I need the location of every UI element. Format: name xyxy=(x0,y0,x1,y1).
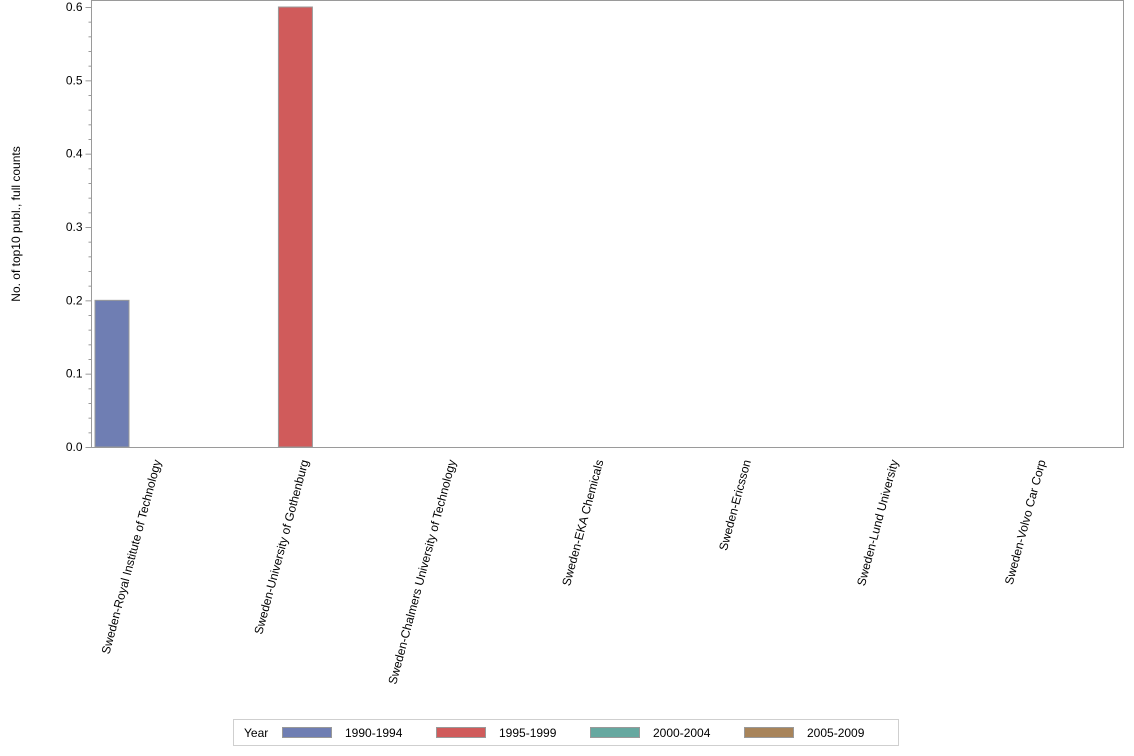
legend-swatch xyxy=(436,727,486,738)
legend-label: 2000-2004 xyxy=(653,725,711,740)
y-axis: 0.0 0.1 0.2 0.3 0.4 0.5 0.6 xyxy=(66,0,92,454)
bar xyxy=(277,6,313,448)
x-tick-label: Sweden-Ericsson xyxy=(716,458,754,552)
legend-title: Year xyxy=(244,725,269,740)
legend-swatch xyxy=(282,727,332,738)
legend: Year 1990-1994 1995-1999 2000-2004 2005-200… xyxy=(233,719,899,746)
y-tick-label: 0.6 xyxy=(66,0,83,14)
x-tick-label: Sweden-Volvo Car Corp xyxy=(1002,458,1049,586)
x-tick-label: Sweden-Royal Institute of Technology xyxy=(99,458,164,655)
y-tick-label: 0.2 xyxy=(66,293,83,307)
y-tick-label: 0.5 xyxy=(66,73,83,87)
y-tick-label: 0.0 xyxy=(66,440,83,454)
x-tick-label: Sweden-Lund University xyxy=(854,458,901,587)
legend-swatch xyxy=(590,727,640,738)
legend-label: 1995-1999 xyxy=(499,725,557,740)
y-tick-label: 0.1 xyxy=(66,367,83,381)
legend-item: 1995-1999 xyxy=(436,726,590,740)
x-tick-label: Sweden-EKA Chemicals xyxy=(559,458,606,587)
legend-label: 2005-2009 xyxy=(807,725,865,740)
legend-item: 1990-1994 xyxy=(282,726,436,740)
x-tick-label: Sweden-Chalmers University of Technology xyxy=(385,458,459,686)
y-tick-label: 0.3 xyxy=(66,220,83,234)
legend-item: 2000-2004 xyxy=(590,726,744,740)
legend-swatch xyxy=(744,727,794,738)
y-axis-label: No. of top10 publ., full counts xyxy=(9,146,23,301)
legend-item: 2005-2009 xyxy=(744,726,898,740)
bars xyxy=(94,6,313,448)
x-axis-labels: Sweden-Royal Institute of Technology Swed… xyxy=(99,458,1049,686)
y-tick-label: 0.4 xyxy=(66,147,83,161)
bar xyxy=(94,299,130,448)
legend-label: 1990-1994 xyxy=(345,725,403,740)
plot-frame xyxy=(91,0,1124,448)
x-tick-label: Sweden-University of Gothenburg xyxy=(251,458,311,636)
